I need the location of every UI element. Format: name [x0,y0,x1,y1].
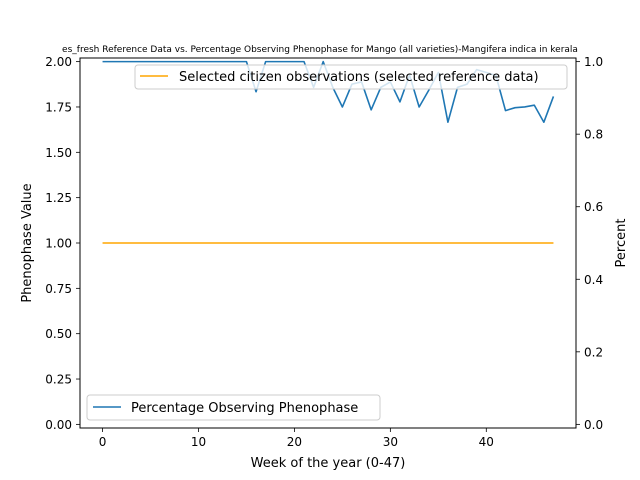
y-tick-label-left: 1.50 [45,146,72,160]
y-tick-label-right: 0.8 [584,128,603,142]
data-point-percentage-observing [264,60,266,62]
y-tick-label-right: 1.0 [584,55,603,69]
data-point-percentage-observing [255,91,257,93]
y-tick-label-left: 1.25 [45,191,72,205]
y-tick-label-left: 0.00 [45,418,72,432]
y-axis-label-left: Phenophase Value [20,183,35,302]
chart-title: es_fresh Reference Data vs. Percentage O… [62,45,578,55]
legend-label-percentage: Percentage Observing Phenophase [131,401,358,416]
data-point-percentage-observing [274,60,276,62]
data-point-percentage-observing [293,60,295,62]
y-tick-label-right: 0.6 [584,200,603,214]
y-tick-label-left: 0.50 [45,327,72,341]
data-point-percentage-observing [169,60,171,62]
data-point-percentage-observing [552,95,554,97]
legend-bottom-box [86,394,381,421]
data-point-percentage-observing [514,106,516,108]
y-tick-label-left: 0.75 [45,282,72,296]
y-tick-label-left: 1.00 [45,237,72,251]
y-axis-label-right: Percent [614,219,629,268]
data-point-percentage-observing [418,106,420,108]
x-axis-label: Week of the year (0-47) [251,456,406,471]
x-tick-label: 30 [383,435,398,449]
data-point-percentage-observing [197,60,199,62]
data-point-percentage-observing [322,60,324,62]
data-point-percentage-observing [504,109,506,111]
y-tick-label-left: 0.25 [45,373,72,387]
data-point-percentage-observing [159,60,161,62]
data-point-percentage-observing [245,60,247,62]
data-point-percentage-observing [523,106,525,108]
data-point-percentage-observing [399,101,401,103]
data-point-reference-data [101,242,103,244]
y-tick-label-left: 1.75 [45,100,72,114]
y-tick-label-left: 2.00 [45,55,72,69]
legend-label-reference: Selected citizen observations (selected … [179,70,539,85]
data-point-reference-data [552,242,554,244]
data-point-percentage-observing [111,60,113,62]
data-point-percentage-observing [533,104,535,106]
data-point-percentage-observing [236,60,238,62]
data-point-percentage-observing [178,60,180,62]
axis-ticks: 0 10 20 30 40 0.00 0.25 0.50 0.75 1.00 1.25 1.50 1.7… [45,55,603,449]
y-tick-label-right: 0.0 [584,418,603,432]
y-tick-label-right: 0.2 [584,345,603,359]
data-point-percentage-observing [543,121,545,123]
x-tick-label: 10 [191,435,206,449]
data-point-percentage-observing [130,60,132,62]
legend-bottom: Percentage Observing Phenophase [86,394,381,421]
legend-top-box [134,64,568,90]
data-point-percentage-observing [101,60,103,62]
data-point-percentage-observing [303,60,305,62]
data-point-percentage-observing [149,60,151,62]
legend-top: Selected citizen observations (selected … [134,64,568,90]
data-point-percentage-observing [188,60,190,62]
data-point-percentage-observing [121,60,123,62]
data-point-percentage-observing [370,109,372,111]
x-tick-label: 0 [99,435,107,449]
data-point-percentage-observing [284,60,286,62]
y-tick-label-right: 0.4 [584,273,603,287]
data-point-percentage-observing [140,60,142,62]
x-tick-label: 20 [287,435,302,449]
data-point-percentage-observing [216,60,218,62]
data-point-percentage-observing [341,106,343,108]
data-point-percentage-observing [207,60,209,62]
data-point-percentage-observing [226,60,228,62]
data-point-percentage-observing [447,121,449,123]
x-tick-label: 40 [479,435,494,449]
